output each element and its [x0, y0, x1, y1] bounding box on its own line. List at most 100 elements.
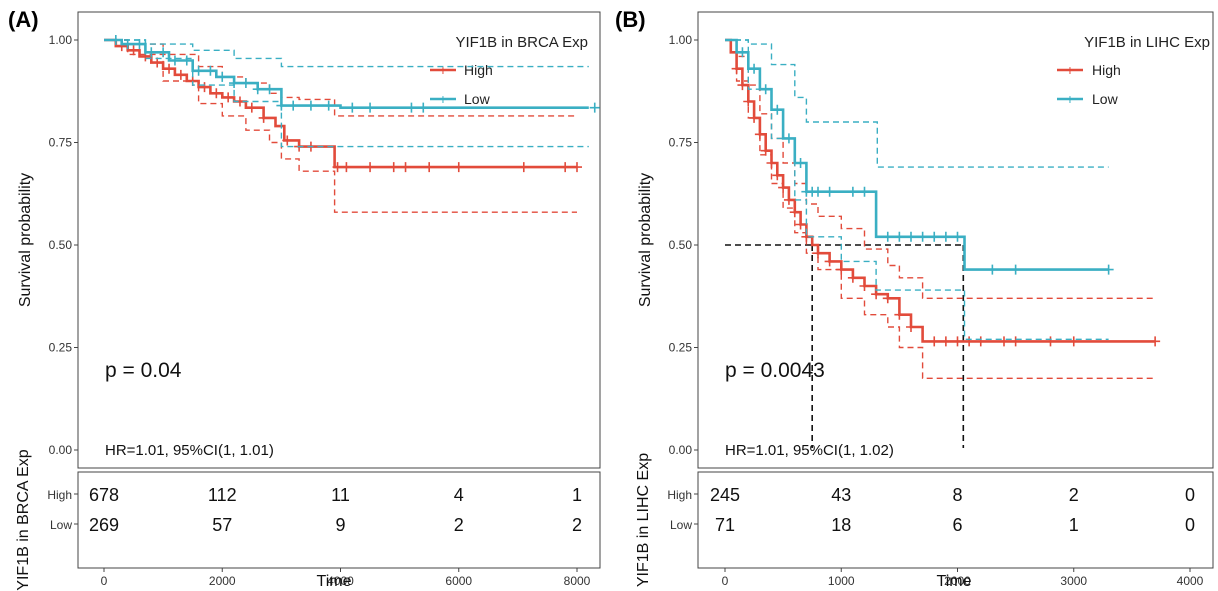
- panel-b-risk-count: 43: [831, 485, 851, 505]
- panel-b-ci-upper-low: [725, 39, 1109, 168]
- panel-a-ytick-label: 0.00: [49, 443, 73, 457]
- panel-a-censor-mark-high: [246, 102, 257, 113]
- panel-b-censor-mark-high: [975, 336, 986, 347]
- panel-a-risk-count: 11: [331, 485, 350, 505]
- panel-b-ytick-label: 1.00: [669, 33, 693, 47]
- panel-a-censor-mark-low: [205, 65, 216, 76]
- panel-a-xtick-label: 0: [101, 574, 108, 588]
- panel-b-censor-mark-low: [772, 104, 783, 115]
- panel-b-censor-mark-high: [743, 96, 754, 107]
- panel-b-xtick-label: 1000: [828, 574, 855, 588]
- panel-b-risk-row-label: Low: [670, 518, 692, 532]
- panel-b-risk-count: 8: [952, 485, 962, 505]
- panel-b-risk-count: 71: [715, 515, 735, 535]
- panel-b-censor-mark-low: [824, 186, 835, 197]
- panel-b-censor-mark-low: [1103, 264, 1114, 275]
- panel-a-risk-count: 678: [89, 485, 119, 505]
- panel-b-risk-count: 245: [710, 485, 740, 505]
- panel-a-censor-mark-low: [305, 100, 316, 111]
- panel-a-censor-mark-low: [158, 47, 169, 58]
- panel-b-censor-mark-high: [1045, 336, 1056, 347]
- panel-a-censor-mark-low: [252, 84, 263, 95]
- panel-a-censor-mark-low: [589, 102, 600, 113]
- panel-b-xtick-label: 2000: [944, 574, 971, 588]
- panel-a-ylabel: Survival probability: [17, 173, 34, 307]
- panel-b-legend: + High + Low: [1057, 62, 1121, 107]
- panel-b-legend-low-cross: +: [1066, 91, 1074, 107]
- panel-b-risk-ylabel: YIF1B in LIHC Exp: [635, 453, 652, 587]
- panel-a-legend-low-cross: +: [439, 91, 447, 107]
- panel-a-risk-ylabel: YIF1B in BRCA Exp: [15, 449, 32, 590]
- panel-a-censor-mark-high: [332, 162, 343, 173]
- panel-a-censor-mark-high: [453, 162, 464, 173]
- panel-a-xtick-label: 6000: [445, 574, 472, 588]
- panel-b-censor-mark-high: [772, 170, 783, 181]
- panel-a-censor-mark-low: [110, 35, 121, 45]
- panel-b-censor-mark-high: [929, 336, 940, 347]
- panel-b-legend-low-label: Low: [1092, 91, 1119, 107]
- panel-b-censor-mark-low: [737, 47, 748, 58]
- panel-a-censor-mark-low: [323, 100, 334, 111]
- panel-b-xtick-label: 0: [722, 574, 729, 588]
- panel-b-censor-mark-high: [882, 293, 893, 304]
- panel-a-ytick-label: 0.75: [49, 136, 73, 150]
- panel-a-ytick-label: 0.25: [49, 341, 73, 355]
- panel-b-ytick-label: 0.00: [669, 443, 693, 457]
- panel-a-censor-mark-low: [365, 102, 376, 113]
- panel-b-censor-mark-low: [894, 231, 905, 242]
- panel-b-censor-mark-high: [952, 336, 963, 347]
- panel-a-censor-mark-high: [175, 69, 186, 80]
- panel-b-censor-mark-high: [1010, 336, 1021, 347]
- panel-a-censor-mark-high: [424, 162, 435, 173]
- panel-a-censor-mark-high: [199, 82, 210, 93]
- panel-a-censor-mark-low: [276, 100, 287, 111]
- panel-b-ytick-label: 0.50: [669, 238, 693, 252]
- panel-a-censor-mark-high: [400, 162, 411, 173]
- panel-a-censor-mark-low: [134, 39, 145, 50]
- panel-b-risk-count: 2: [1069, 485, 1079, 505]
- panel-b-legend-high-cross: +: [1066, 62, 1074, 78]
- panel-a: (A) YIF1B in BRCA Exp + High + Low 0.000…: [8, 7, 601, 591]
- panel-b-censor-mark-high: [737, 80, 748, 91]
- panel-b-pvalue: p = 0.0043: [725, 359, 825, 382]
- panel-b-censor-mark-high: [1068, 336, 1079, 347]
- panel-a-censor-mark-low: [347, 102, 358, 113]
- panel-a-censor-mark-low: [288, 100, 299, 111]
- panel-b-ylabel: Survival probability: [637, 173, 654, 307]
- panel-a-xtick-label: 4000: [327, 574, 354, 588]
- panel-b-risk-count: 1: [1069, 515, 1079, 535]
- panel-a-xlabel: Time: [317, 573, 352, 590]
- panel-b-censor-mark-high: [789, 207, 800, 218]
- panel-b-censor-mark-high: [731, 63, 742, 74]
- panel-b-curves: [725, 38, 1161, 448]
- panel-a-legend-high-cross: +: [439, 62, 447, 78]
- panel-a-ci-lower-high: [104, 39, 577, 213]
- panel-a-survival-line-high: [104, 38, 577, 169]
- panel-b-risk-count: 18: [831, 515, 851, 535]
- panel-b-censor-mark-high: [964, 336, 975, 347]
- panel-a-legend-low-label: Low: [464, 91, 491, 107]
- panel-b-censor-mark-low: [1010, 264, 1021, 275]
- panel-b-censor-mark-high: [795, 219, 806, 230]
- panel-a-risk-count: 2: [454, 515, 464, 535]
- panel-a-censor-mark-high: [282, 135, 293, 146]
- panel-a-censor-mark-low: [406, 102, 417, 113]
- panel-b-censor-mark-low: [987, 264, 998, 275]
- panel-b-risk-row-label: High: [667, 488, 692, 502]
- panel-b-censor-mark-high: [1150, 336, 1161, 347]
- panel-b-hr: HR=1.01, 95%CI(1, 1.02): [725, 442, 894, 459]
- panel-a-censor-mark-high: [211, 88, 222, 99]
- panel-a-xtick-label: 8000: [564, 574, 591, 588]
- panel-b-axes: 0.00 0.25 0.50 0.75 1.00: [669, 33, 698, 457]
- panel-a-censor-mark-low: [146, 47, 157, 58]
- panel-a-ytick-label: 0.50: [49, 238, 73, 252]
- panel-b-censor-mark-high: [847, 272, 858, 283]
- panel-b-censor-mark-high: [766, 158, 777, 168]
- panel-a-curves: [104, 35, 600, 213]
- panel-b-censor-mark-low: [952, 231, 963, 242]
- panel-a-risk-count: 4: [454, 485, 464, 505]
- panel-b-censor-mark-high: [859, 281, 870, 291]
- panel-a-censor-mark-low: [181, 55, 192, 66]
- panel-b-censor-mark-high: [824, 256, 835, 267]
